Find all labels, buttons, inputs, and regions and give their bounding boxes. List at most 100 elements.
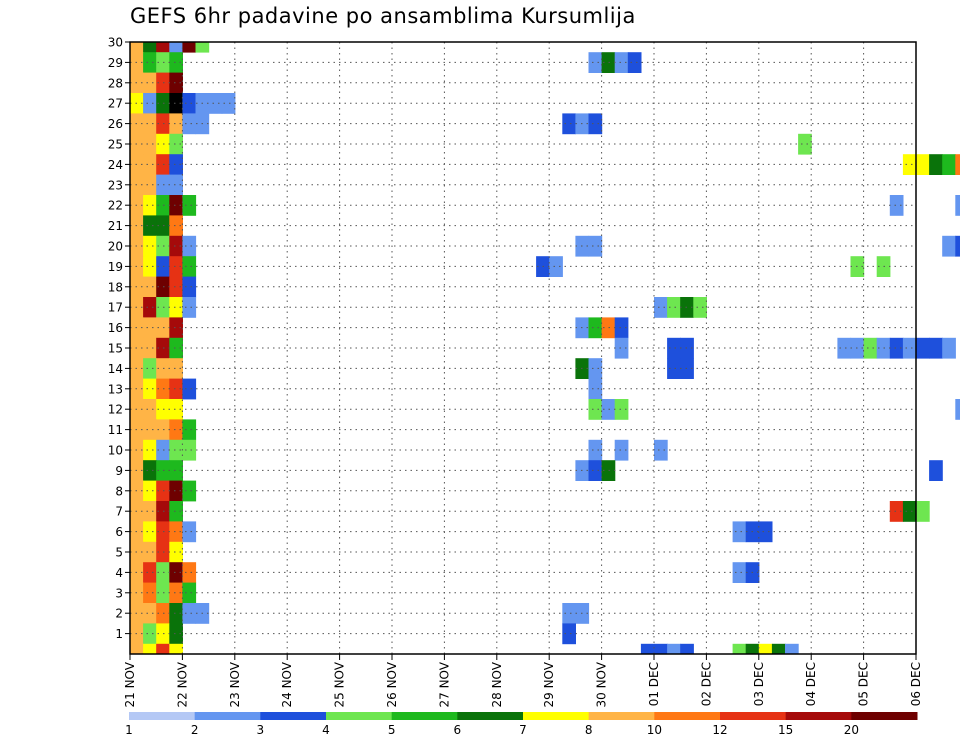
heatmap-cell [942, 337, 956, 359]
colorbar-label: 3 [257, 723, 265, 737]
heatmap-cell [889, 195, 904, 216]
heatmap-cell [667, 358, 681, 379]
heatmap-cell [562, 603, 576, 624]
y-tick-label: 9 [115, 464, 123, 478]
y-tick-label: 28 [108, 76, 123, 90]
heatmap-cell [143, 460, 157, 481]
heatmap-cell [143, 399, 157, 420]
x-tick-label: 25 NOV [333, 661, 347, 707]
heatmap-cell [916, 154, 930, 175]
heatmap-cell [588, 358, 603, 379]
y-tick-label: 17 [108, 301, 123, 315]
x-tick-label: 28 NOV [490, 661, 504, 707]
colorbar-swatch [654, 712, 721, 720]
heatmap-cell [785, 643, 799, 655]
y-tick-label: 5 [115, 546, 123, 560]
colorbar-label: 5 [388, 723, 396, 737]
colorbar-swatch [194, 712, 261, 720]
heatmap-cell [889, 501, 904, 522]
y-tick-label: 21 [108, 219, 123, 233]
colorbar-label: 15 [778, 723, 793, 737]
heatmap-cell [156, 643, 170, 655]
heatmap-cell [837, 337, 852, 359]
heatmap-cell [143, 521, 157, 543]
heatmap-cell [654, 297, 668, 318]
heatmap-cell [143, 439, 157, 461]
heatmap-cell [169, 582, 183, 604]
heatmap-cell [614, 337, 629, 359]
heatmap-cell [182, 419, 197, 441]
heatmap-cell [169, 358, 183, 379]
x-tick-label: 27 NOV [437, 661, 451, 707]
heatmap-cell [182, 235, 197, 257]
heatmap-cell [614, 399, 629, 420]
x-tick-label: 26 NOV [385, 661, 399, 707]
heatmap-cell [143, 419, 157, 441]
y-tick-label: 8 [115, 484, 123, 498]
heatmap-cell [588, 378, 603, 400]
heatmap-cell [771, 643, 786, 655]
heatmap-cell [143, 174, 157, 196]
heatmap-cell [627, 52, 642, 73]
heatmap-cell [182, 582, 197, 604]
heatmap-cell [889, 337, 904, 359]
colorbar-swatch [129, 712, 196, 720]
heatmap-cell [601, 52, 616, 73]
y-tick-label: 11 [108, 423, 123, 437]
colorbar-swatch [720, 712, 787, 720]
heatmap-cell [143, 603, 157, 624]
heatmap-cell [182, 480, 197, 502]
heatmap-cell [169, 603, 183, 624]
heatmap-cell [143, 623, 157, 645]
heatmap-cell [942, 154, 956, 175]
colorbar-label: 20 [844, 723, 859, 737]
heatmap-cell [169, 419, 183, 441]
heatmap-cell [562, 113, 576, 135]
colorbar-swatch [785, 712, 852, 720]
chart-title: GEFS 6hr padavine po ansamblima Kursumli… [130, 4, 636, 28]
heatmap-cell [169, 378, 183, 400]
heatmap-cell [955, 195, 960, 216]
heatmap-cell [143, 113, 157, 135]
heatmap-cell [680, 297, 694, 318]
heatmap-cell [169, 460, 183, 481]
y-tick-label: 24 [108, 158, 123, 172]
heatmap-cell [169, 93, 183, 114]
heatmap-cell [143, 133, 157, 155]
heatmap-cell [169, 480, 183, 502]
colorbar-label: 2 [191, 723, 199, 737]
heatmap-cell [680, 358, 694, 379]
colorbar-label: 8 [585, 723, 593, 737]
heatmap-cell [654, 643, 668, 655]
heatmap-cell [143, 154, 157, 175]
heatmap-cell [143, 215, 157, 237]
heatmap-cell [601, 399, 616, 420]
y-tick-label: 2 [115, 607, 123, 621]
heatmap-cell [182, 276, 197, 298]
y-tick-label: 20 [108, 240, 123, 254]
heatmap-cell [169, 72, 183, 94]
heatmap-cell [601, 317, 616, 339]
heatmap-cell [143, 256, 157, 277]
heatmap-cell [182, 256, 197, 277]
y-tick-label: 27 [108, 97, 123, 111]
heatmap-cell [169, 439, 183, 461]
heatmap-cell [169, 215, 183, 237]
x-tick-label: 02 DEC [699, 662, 713, 706]
y-tick-label: 3 [115, 586, 123, 600]
heatmap-cell [169, 256, 183, 277]
y-tick-label: 29 [108, 56, 123, 70]
heatmap-cell [143, 358, 157, 379]
colorbar-swatch [457, 712, 524, 720]
heatmap-cell [195, 42, 210, 53]
y-tick-label: 16 [108, 321, 123, 335]
heatmap-cell [221, 93, 236, 114]
heatmap-cell [588, 460, 603, 481]
heatmap-cell [863, 337, 878, 359]
y-tick-label: 30 [108, 36, 123, 50]
heatmap-cell [143, 72, 157, 94]
heatmap-cell [143, 582, 157, 604]
x-tick-label: 24 NOV [280, 661, 294, 707]
heatmap-cell [143, 480, 157, 502]
